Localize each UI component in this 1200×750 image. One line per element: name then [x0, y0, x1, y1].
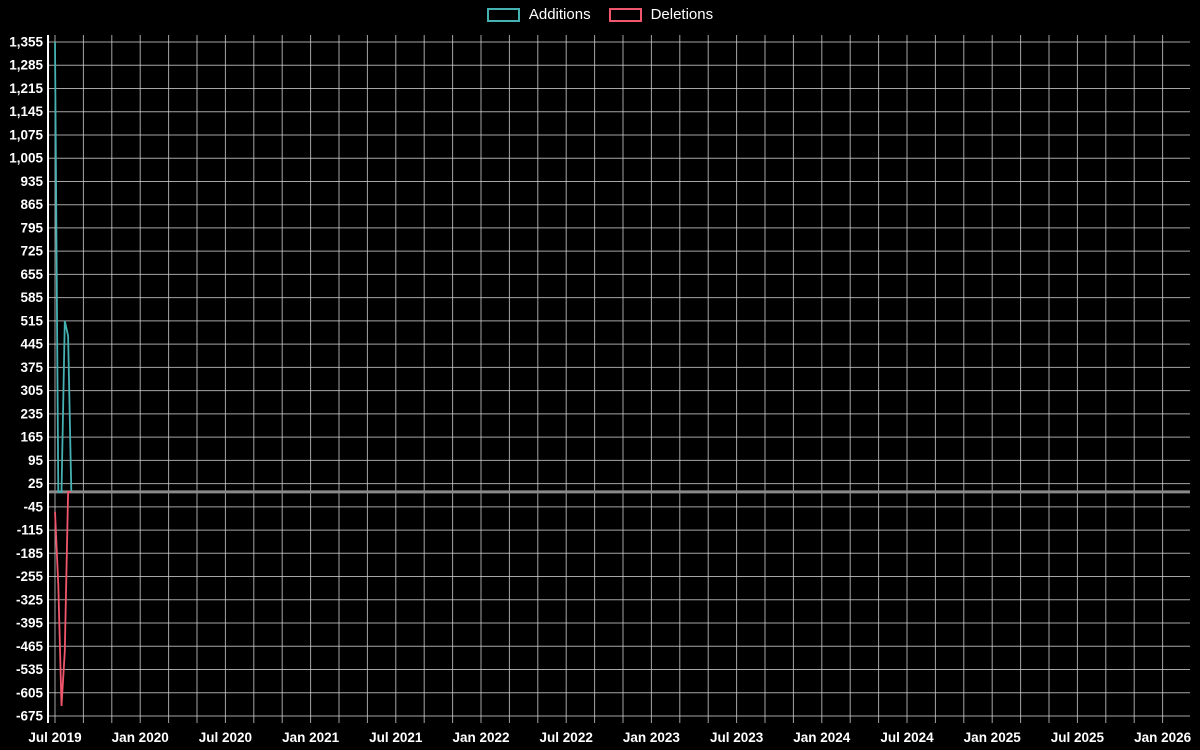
- svg-text:515: 515: [20, 313, 43, 328]
- svg-text:Jul 2021: Jul 2021: [369, 730, 423, 745]
- chart-legend: Additions Deletions: [0, 7, 1200, 22]
- svg-text:1,355: 1,355: [9, 35, 43, 50]
- deletions-line: [54, 491, 72, 707]
- svg-text:-45: -45: [23, 499, 43, 514]
- y-tick-labels: 1,355 1,285 1,215 1,145 1,075 1,005 935 865 795 7…: [9, 35, 43, 724]
- svg-text:1,215: 1,215: [9, 81, 43, 96]
- svg-text:-395: -395: [16, 616, 44, 631]
- svg-text:95: 95: [28, 453, 44, 468]
- svg-text:-675: -675: [16, 709, 44, 724]
- svg-text:795: 795: [20, 220, 43, 235]
- svg-text:445: 445: [20, 337, 43, 352]
- svg-text:Jan 2022: Jan 2022: [452, 730, 509, 745]
- svg-text:865: 865: [20, 197, 43, 212]
- svg-text:Jul 2025: Jul 2025: [1051, 730, 1105, 745]
- deletions-legend-label: Deletions: [650, 6, 714, 23]
- svg-text:1,145: 1,145: [9, 104, 43, 119]
- svg-text:305: 305: [20, 383, 43, 398]
- svg-text:Jan 2024: Jan 2024: [793, 730, 851, 745]
- svg-text:Jan 2025: Jan 2025: [964, 730, 1022, 745]
- svg-text:Jul 2020: Jul 2020: [199, 730, 252, 745]
- svg-text:585: 585: [20, 290, 43, 305]
- svg-text:1,005: 1,005: [9, 151, 43, 166]
- svg-text:725: 725: [20, 244, 43, 259]
- svg-text:Jul 2022: Jul 2022: [540, 730, 593, 745]
- legend-item-additions[interactable]: Additions: [486, 6, 591, 23]
- svg-text:Jan 2026: Jan 2026: [1134, 730, 1192, 745]
- svg-text:Jul 2019: Jul 2019: [28, 730, 81, 745]
- svg-text:235: 235: [20, 406, 43, 421]
- svg-text:-325: -325: [16, 592, 44, 607]
- deletions-legend-swatch: [608, 7, 642, 22]
- additions-legend-swatch: [486, 7, 520, 22]
- svg-text:375: 375: [20, 360, 43, 375]
- legend-item-deletions[interactable]: Deletions: [608, 6, 714, 23]
- svg-text:Jan 2021: Jan 2021: [282, 730, 340, 745]
- additions-legend-label: Additions: [528, 6, 591, 23]
- svg-text:-255: -255: [16, 569, 44, 584]
- svg-text:655: 655: [20, 267, 43, 282]
- svg-text:25: 25: [28, 476, 44, 491]
- svg-text:-185: -185: [16, 546, 44, 561]
- svg-text:Jan 2023: Jan 2023: [623, 730, 681, 745]
- svg-text:165: 165: [20, 430, 43, 445]
- x-tick-labels: Jul 2019 Jan 2020 Jul 2020 Jan 2021 Jul 2021…: [28, 730, 1191, 745]
- svg-text:1,075: 1,075: [9, 127, 43, 142]
- svg-text:Jul 2023: Jul 2023: [710, 730, 764, 745]
- svg-text:Jan 2020: Jan 2020: [112, 730, 169, 745]
- svg-text:-605: -605: [16, 685, 44, 700]
- svg-text:1,285: 1,285: [9, 58, 43, 73]
- svg-text:-465: -465: [16, 639, 44, 654]
- svg-text:935: 935: [20, 174, 43, 189]
- gridlines: [48, 35, 1190, 723]
- svg-text:-535: -535: [16, 662, 44, 677]
- additions-line: [54, 41, 73, 493]
- svg-text:-115: -115: [17, 523, 44, 538]
- svg-text:Jul 2024: Jul 2024: [880, 730, 934, 745]
